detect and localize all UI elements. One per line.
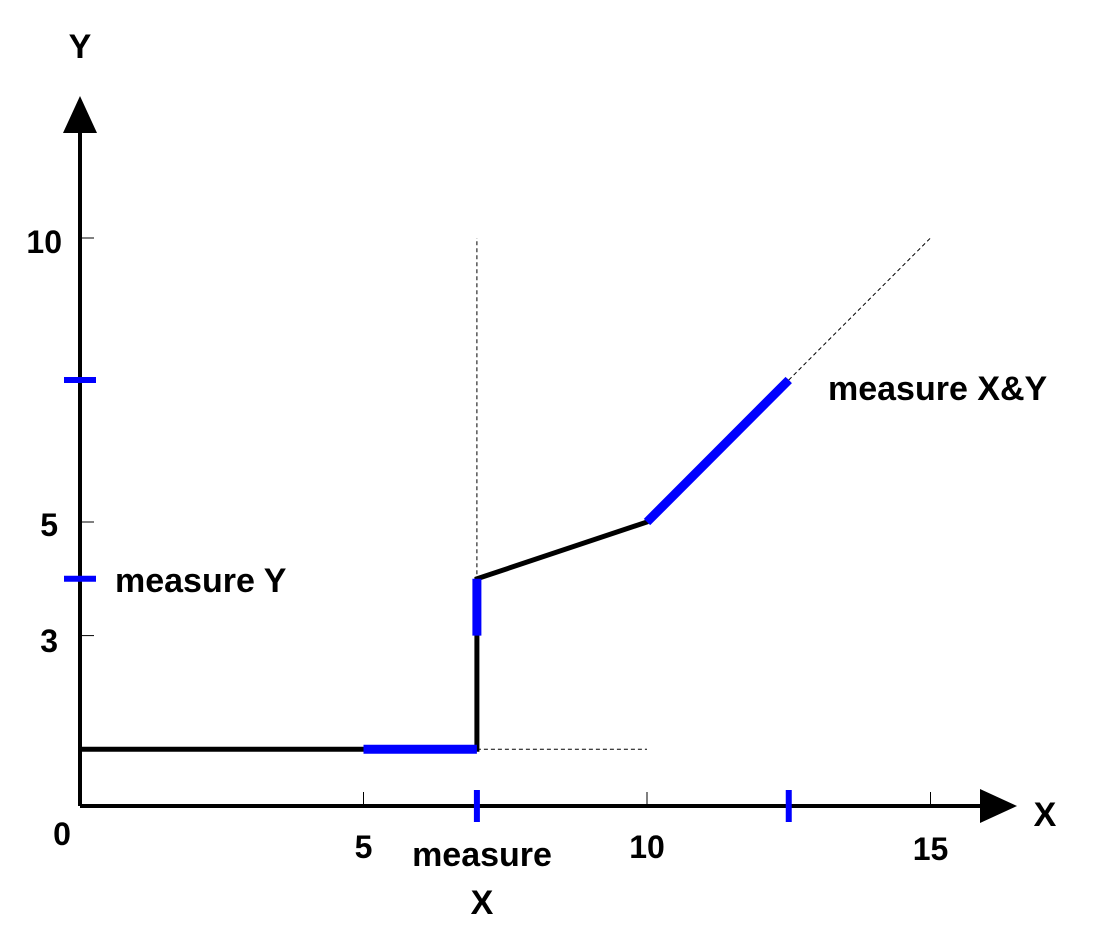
measure-x-annotation-line1: measure <box>412 836 552 874</box>
x-tick-label: 5 <box>355 829 373 865</box>
y-tick-marks <box>80 237 94 637</box>
curve-extension-line <box>788 237 931 381</box>
y-tick-label: 10 <box>26 224 62 260</box>
y-tick-label: 3 <box>40 623 58 659</box>
origin-label: 0 <box>53 816 71 852</box>
x-tick-label: 15 <box>913 831 949 867</box>
y-axis-arrow-icon <box>63 96 97 133</box>
y-axis-label: Y <box>69 28 92 66</box>
y-tick-label: 5 <box>40 507 58 543</box>
measure-xy-segment <box>643 376 792 526</box>
x-axis-label: X <box>1034 796 1057 834</box>
axis-measure-marks <box>64 377 792 822</box>
x-axis-arrow-icon <box>980 789 1017 823</box>
x-tick-marks <box>363 792 931 806</box>
measure-x-annotation-line2: X <box>471 884 494 922</box>
measure-xy-annotation: measure X&Y <box>828 370 1048 408</box>
x-tick-label: 10 <box>629 829 665 865</box>
measure-y-annotation: measure Y <box>115 562 287 600</box>
